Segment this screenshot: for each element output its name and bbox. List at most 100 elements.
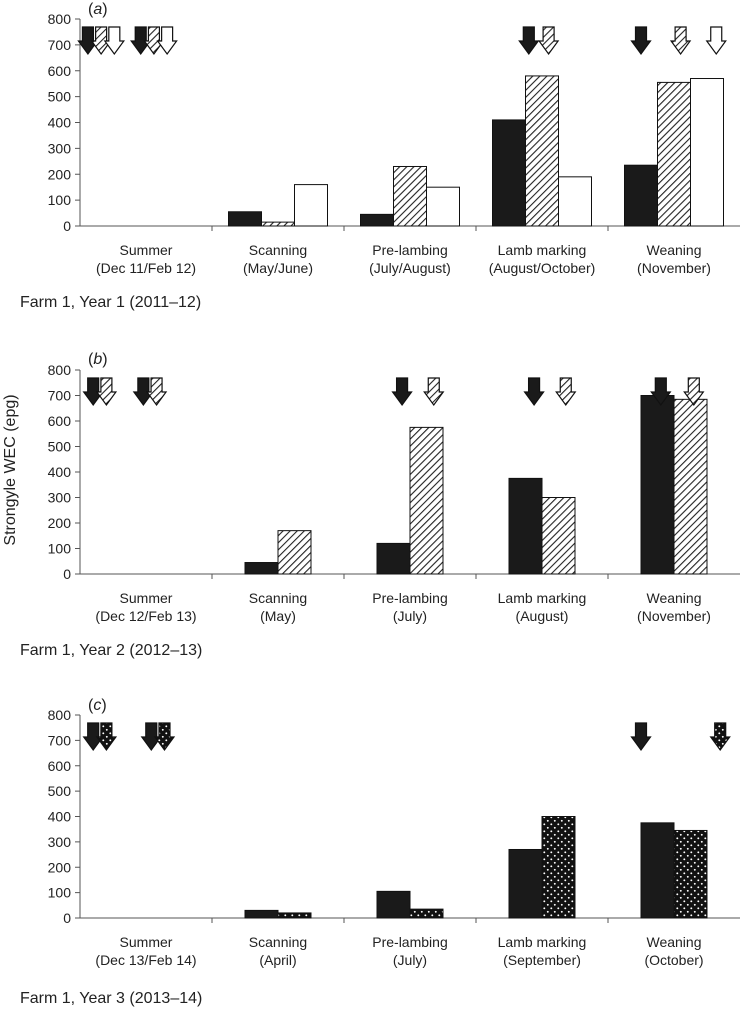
x-category-sublabel: (August) [516,608,569,624]
bar [277,530,312,575]
y-tick-label: 800 [48,707,72,723]
bar [409,908,444,919]
panel-label: (a) [88,1,108,18]
x-category-sublabel: (August/October) [489,260,596,276]
treatment-arrow [630,722,652,752]
x-category-label: Weaning [646,934,701,950]
y-tick-label: 500 [48,439,72,455]
bar [541,497,576,575]
y-tick-label: 0 [63,910,71,926]
y-tick-label: 500 [48,89,72,105]
treatment-arrow [391,377,413,407]
treatment-arrow [82,722,104,752]
bar [360,213,394,227]
bar [673,398,708,575]
bar [640,395,675,575]
treatment-arrow [82,377,104,407]
x-category-label: Scanning [249,242,307,258]
treatment-arrow [650,377,672,407]
panel-c: 0 100 200 300 400 500 600 700 800 (c) Summer (Dec 1… [20,697,740,1007]
treatment-arrow [95,722,118,752]
bar [228,211,262,227]
y-tick-label: 100 [48,541,72,557]
treatment-arrow [669,26,692,56]
x-category-sublabel: (May) [260,608,296,624]
treatment-arrow [143,26,165,56]
treatment-arrow [630,26,652,56]
y-tick-label: 300 [48,490,72,506]
y-tick-label: 200 [48,166,72,182]
y-tick-label: 200 [48,859,72,875]
panel-label: (c) [88,697,107,714]
y-tick-label: 800 [48,362,72,378]
treatment-arrow [156,26,178,56]
panel-b: 0 100 200 300 400 500 600 700 800 (b) Summer (Dec 1… [20,351,740,659]
bar [690,78,724,227]
bar [492,119,526,227]
bar [393,165,427,227]
x-category-label: Scanning [249,590,307,606]
x-category-label: Lamb marking [498,590,587,606]
x-category-label: Weaning [646,242,701,258]
treatment-arrow [709,722,731,752]
treatment-arrow [555,377,577,407]
panel-caption: Farm 1, Year 3 (2013–14) [20,990,202,1007]
bar [673,829,708,919]
y-tick-label: 700 [48,37,72,53]
x-category-sublabel: (Dec 11/Feb 12) [96,260,196,276]
treatment-arrow [145,377,168,407]
panel-caption: Farm 1, Year 2 (2012–13) [20,642,202,659]
y-tick-label: 300 [48,140,72,156]
x-category-sublabel: (Dec 12/Feb 13) [95,608,196,624]
treatment-arrow [103,26,126,56]
y-tick-label: 500 [48,783,72,799]
y-tick-label: 800 [48,11,72,27]
y-tick-label: 100 [48,192,72,208]
x-category-sublabel: (July/August) [369,260,451,276]
x-category-label: Lamb marking [498,242,587,258]
x-category-label: Pre-lambing [372,934,447,950]
panel-a: 0 100 200 300 400 500 600 700 800 (a) Summer (Dec 1… [20,1,740,311]
bar [409,426,444,575]
y-tick-label: 400 [48,809,72,825]
y-tick-label: 600 [48,413,72,429]
treatment-arrow [130,26,152,56]
bar [294,184,328,227]
x-category-label: Pre-lambing [372,242,447,258]
treatment-arrow [683,377,705,407]
y-tick-label: 0 [63,218,71,234]
y-tick-label: 200 [48,515,72,531]
bar [558,176,592,227]
x-category-label: Scanning [249,934,307,950]
bar [244,909,279,919]
treatment-arrow [705,26,727,56]
x-category-sublabel: (November) [637,608,711,624]
treatment-arrow [518,26,540,56]
x-category-sublabel: (April) [259,952,296,968]
bar [376,890,411,919]
y-axis-label: Strongyle WEC (epg) [2,394,19,545]
treatment-arrow [95,377,118,407]
y-tick-label: 300 [48,834,72,850]
bar [640,822,675,919]
y-tick-label: 600 [48,758,72,774]
panel-label: (b) [88,351,108,368]
treatment-arrow [132,377,155,407]
y-tick-label: 700 [48,388,72,404]
x-category-sublabel: (July) [393,952,427,968]
x-category-label: Summer [120,590,173,606]
x-category-sublabel: (Dec 13/Feb 14) [95,952,196,968]
treatment-arrow [140,722,162,752]
bar [261,221,295,227]
bar [508,848,543,919]
y-tick-label: 100 [48,885,72,901]
bar [426,186,460,227]
bar [541,816,576,919]
y-tick-label: 400 [48,464,72,480]
x-category-sublabel: (November) [637,260,711,276]
y-tick-label: 600 [48,63,72,79]
treatment-arrow [523,377,545,407]
bar [508,477,543,575]
treatment-arrow [423,377,445,407]
